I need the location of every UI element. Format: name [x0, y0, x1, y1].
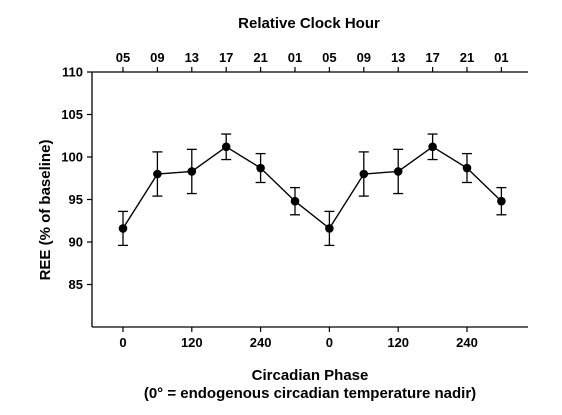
y-tick-label: 110: [62, 65, 83, 80]
y-axis-label: REE (% of baseline): [37, 140, 54, 281]
y-axis: 85 90 95 100 105 110: [61, 65, 93, 327]
y-tick-label: 85: [69, 277, 83, 292]
data-point: [118, 224, 128, 233]
data-point: [359, 169, 369, 179]
x-tick-label: 240: [250, 335, 272, 350]
top-tick-label: 05: [322, 50, 336, 65]
data-point: [325, 224, 334, 233]
x-axis-label: Circadian Phase: [252, 367, 369, 384]
data-point: [187, 167, 197, 176]
top-tick-label: 05: [116, 50, 130, 65]
top-tick-label: 17: [219, 50, 233, 65]
x-tick-label: 240: [456, 335, 478, 350]
top-tick-label: 17: [425, 50, 439, 65]
data-point: [393, 167, 403, 176]
y-tick-label: 100: [61, 150, 83, 165]
top-tick-label: 09: [150, 50, 164, 65]
top-tick-label: 01: [494, 50, 508, 65]
top-tick-label: 21: [253, 50, 267, 65]
x-tick-label: 0: [326, 335, 333, 350]
data-point: [221, 142, 231, 152]
top-tick-label: 13: [185, 50, 199, 65]
x-tick-label: 0: [119, 335, 126, 350]
x-tick-label: 120: [387, 335, 409, 350]
top-tick-label: 13: [391, 50, 405, 65]
x-axis-note: (0° = endogenous circadian temperature n…: [144, 385, 476, 402]
data-point: [462, 163, 472, 173]
top-tick-label: 09: [357, 50, 371, 65]
plot-area: [118, 133, 507, 247]
data-point: [290, 196, 300, 206]
y-tick-label: 95: [69, 192, 83, 207]
top-axis: 05 09 13 17 21 01 05 09 13 17 21 01: [92, 50, 528, 73]
data-point: [428, 142, 437, 152]
y-tick-label: 90: [69, 235, 83, 250]
top-tick-label: 21: [460, 50, 474, 65]
series-line: [122, 145, 502, 230]
data-point: [153, 169, 162, 179]
top-tick-label: 01: [288, 50, 302, 65]
x-tick-label: 120: [181, 335, 203, 350]
chart-title: Relative Clock Hour: [238, 15, 380, 32]
data-point: [497, 196, 506, 206]
x-axis: 0 120 240 0 120 240: [92, 326, 528, 350]
y-tick-label: 105: [61, 107, 83, 122]
data-point: [256, 163, 265, 173]
